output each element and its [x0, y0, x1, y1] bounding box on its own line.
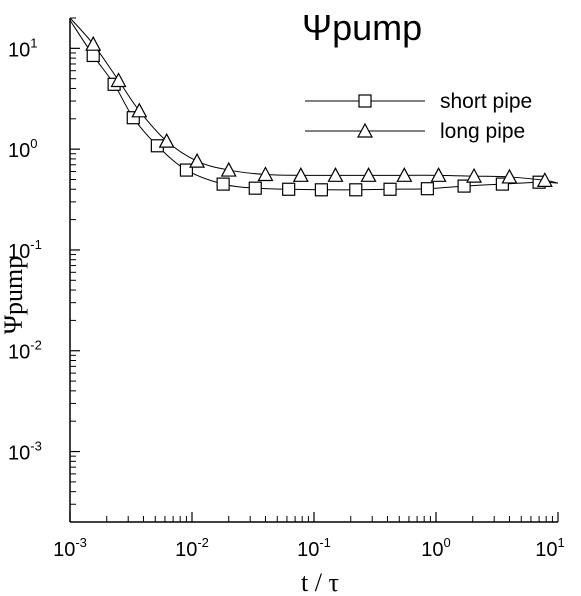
data-point-long-pipe	[501, 168, 518, 184]
legend-item-short-pipe: short pipe	[305, 90, 532, 113]
plot-area: 10-3 10-2 10-1 100 101 10-3 10-2 10-1 100 101	[8, 17, 565, 561]
data-point-short-pipe	[349, 183, 363, 197]
x-tick-label: 10-2	[175, 535, 209, 561]
data-point-long-pipe	[110, 72, 127, 88]
data-point-long-pipe	[396, 167, 413, 182]
legend-marker-square	[358, 94, 372, 108]
data-point-short-pipe	[282, 182, 296, 196]
data-point-short-pipe	[248, 181, 262, 195]
data-point-long-pipe	[292, 167, 309, 182]
data-point-short-pipe	[383, 182, 397, 196]
chart-title: Ψpump	[302, 7, 422, 48]
data-point-short-pipe	[457, 179, 471, 193]
y-tick-label: 101	[8, 35, 37, 61]
legend-marker-triangle	[356, 122, 374, 138]
x-axis-title: t / τ	[301, 568, 339, 596]
x-tick-label: 101	[535, 535, 564, 561]
data-point-long-pipe	[536, 172, 553, 187]
y-tick-label: 100	[8, 136, 37, 162]
data-point-short-pipe	[216, 177, 230, 191]
legend: short pipe long pipe	[305, 90, 532, 143]
data-point-long-pipe	[360, 167, 377, 182]
y-tick-label: 10-2	[8, 338, 42, 364]
data-point-short-pipe	[314, 183, 329, 197]
y-tick-label: 10-3	[8, 439, 42, 465]
legend-item-long-pipe: long pipe	[305, 120, 525, 143]
data-point-long-pipe	[85, 35, 102, 51]
legend-label-long-pipe: long pipe	[440, 120, 525, 143]
data-point-long-pipe	[466, 167, 483, 183]
data-point-long-pipe	[189, 152, 206, 168]
y-axis-title: Ψpump	[0, 256, 28, 334]
data-point-long-pipe	[131, 102, 148, 118]
data-point-long-pipe	[158, 132, 175, 148]
x-tick-label: 10-1	[297, 535, 331, 561]
x-tick-label: 10-3	[53, 535, 87, 561]
data-point-long-pipe	[220, 161, 237, 177]
legend-label-short-pipe: short pipe	[440, 90, 532, 113]
chart-title-text: Ψpump	[302, 7, 422, 48]
data-point-long-pipe	[430, 167, 447, 182]
data-point-short-pipe	[420, 182, 434, 196]
data-point-long-pipe	[327, 167, 344, 182]
x-tick-label: 100	[421, 535, 450, 561]
data-point-short-pipe	[86, 48, 100, 63]
data-point-long-pipe	[257, 166, 274, 182]
y-tick-label: 10-1	[8, 237, 42, 263]
